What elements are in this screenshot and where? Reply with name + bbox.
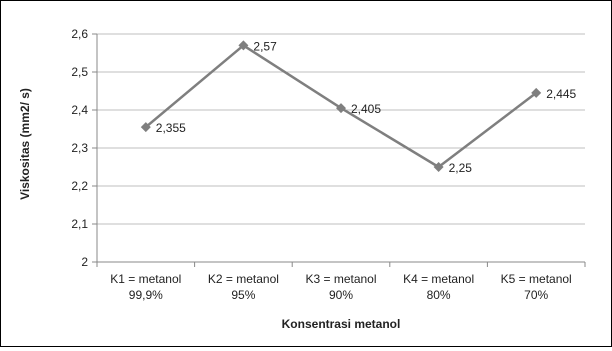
series-viskositas bbox=[140, 40, 542, 172]
x-tick-label: K2 = metanol 95% bbox=[208, 272, 279, 302]
data-label: 2,25 bbox=[449, 161, 473, 175]
data-label: 2,445 bbox=[546, 87, 576, 101]
y-tick-label: 2,4 bbox=[71, 103, 88, 117]
y-tick-label: 2,6 bbox=[71, 27, 88, 41]
gridlines bbox=[97, 33, 585, 263]
line-chart: 2 2,1 2,2 2,3 2,4 2,5 2,6 K1 = metanol 99,9% K2 … bbox=[18, 27, 586, 331]
y-axis-title: Viskositas (mm2/ s) bbox=[18, 88, 32, 200]
x-tick-label: K1 = metanol 99,9% bbox=[110, 272, 181, 302]
data-point-marker bbox=[433, 162, 444, 172]
x-tick-label: K4 = metanol 80% bbox=[403, 272, 474, 302]
axes bbox=[92, 33, 586, 267]
data-point-marker bbox=[531, 87, 542, 98]
x-tick-label: K5 = metanol 70% bbox=[501, 272, 572, 302]
data-labels: 2,355 2,57 2,405 2,25 2,445 bbox=[156, 39, 577, 175]
x-axis-title: Konsentrasi metanol bbox=[282, 317, 401, 331]
y-tick-label: 2,3 bbox=[71, 141, 88, 155]
x-tick-label: K3 = metanol 90% bbox=[305, 272, 376, 302]
x-tick-labels: K1 = metanol 99,9% K2 = metanol 95% K3 = met… bbox=[110, 272, 571, 302]
data-label: 2,355 bbox=[156, 121, 186, 135]
data-label: 2,405 bbox=[351, 102, 381, 116]
data-point-marker bbox=[238, 40, 249, 51]
y-tick-label: 2,2 bbox=[71, 179, 88, 193]
data-point-marker bbox=[336, 103, 346, 114]
data-point-marker bbox=[140, 122, 151, 133]
y-tick-label: 2 bbox=[81, 255, 88, 269]
y-tick-labels: 2 2,1 2,2 2,3 2,4 2,5 2,6 bbox=[71, 27, 88, 269]
y-tick-label: 2,5 bbox=[71, 65, 88, 79]
y-tick-label: 2,1 bbox=[71, 217, 88, 231]
data-label: 2,57 bbox=[253, 39, 277, 53]
